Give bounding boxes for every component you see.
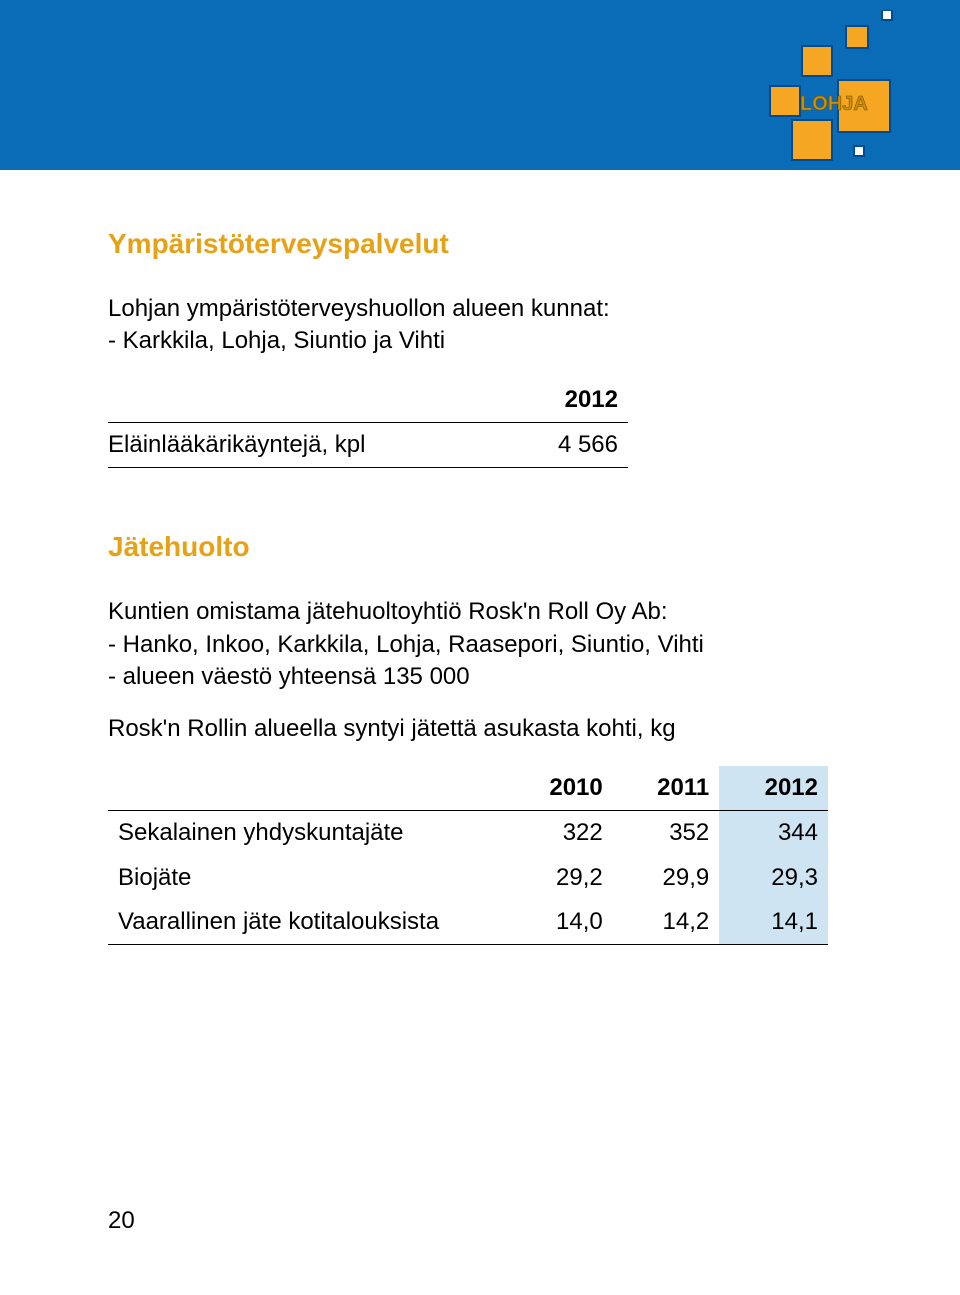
waste-year-0: 2010 <box>504 766 613 811</box>
waste-row2-v1: 14,2 <box>613 900 719 945</box>
logo-text: LOHJA <box>800 93 868 115</box>
waste-row2-v2: 14,1 <box>719 900 828 945</box>
section1-intro: Lohjan ympäristöterveyshuollon alueen ku… <box>108 293 838 358</box>
page-content: Ympäristöterveyspalvelut Lohjan ympärist… <box>108 225 838 1005</box>
s2-line1: Kuntien omistama jätehuoltoyhtiö Rosk'n … <box>108 598 668 625</box>
waste-row0-v2: 344 <box>719 811 828 856</box>
vet-row-label: Eläinlääkärikäyntejä, kpl <box>108 422 472 467</box>
intro-line2: - Karkkila, Lohja, Siuntio ja Vihti <box>108 327 445 354</box>
page-number: 20 <box>108 1207 135 1235</box>
vet-row-value: 4 566 <box>472 422 628 467</box>
s2-line2: - Hanko, Inkoo, Karkkila, Lohja, Raasepo… <box>108 631 704 658</box>
waste-table-caption: Rosk'n Rollin alueella syntyi jätettä as… <box>108 713 838 745</box>
vet-year: 2012 <box>472 378 628 423</box>
waste-row1-label: Biojäte <box>108 856 504 900</box>
section1-title: Ympäristöterveyspalvelut <box>108 225 838 263</box>
waste-year-2: 2012 <box>719 766 828 811</box>
waste-row0-label: Sekalainen yhdyskuntajäte <box>108 811 504 856</box>
lohja-logo: LOHJA <box>750 10 920 170</box>
waste-row2-label: Vaarallinen jäte kotitalouksista <box>108 900 504 945</box>
waste-row0-v1: 352 <box>613 811 719 856</box>
section2-title: Jätehuolto <box>108 528 838 566</box>
intro-line1: Lohjan ympäristöterveyshuollon alueen ku… <box>108 295 610 322</box>
vet-visits-table: 2012 Eläinlääkärikäyntejä, kpl 4 566 <box>108 378 628 469</box>
waste-year-1: 2011 <box>613 766 719 811</box>
waste-table: 2010 2011 2012 Sekalainen yhdyskuntajäte… <box>108 766 828 946</box>
section2-para: Kuntien omistama jätehuoltoyhtiö Rosk'n … <box>108 596 838 693</box>
waste-row0-v0: 322 <box>504 811 613 856</box>
waste-row1-v0: 29,2 <box>504 856 613 900</box>
s2-line3: - alueen väestö yhteensä 135 000 <box>108 663 470 690</box>
waste-row2-v0: 14,0 <box>504 900 613 945</box>
waste-row1-v1: 29,9 <box>613 856 719 900</box>
waste-row1-v2: 29,3 <box>719 856 828 900</box>
